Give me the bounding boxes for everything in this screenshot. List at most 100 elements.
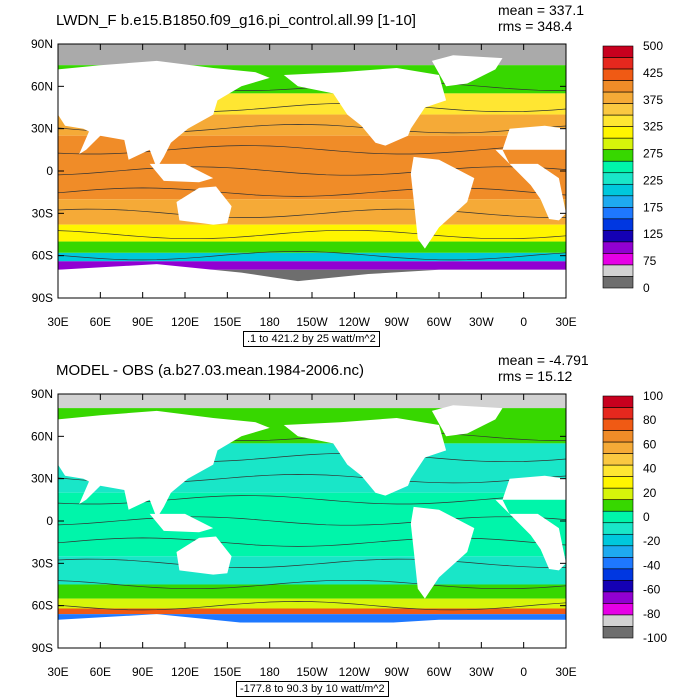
colorbar-swatch (602, 137, 634, 151)
map-plot: 90N 60N 30N 0 30S 60S 90S 30E 60E 90E 120E 150E 180 1… (31, 387, 667, 679)
contour-line (58, 187, 566, 197)
colorbar-swatch (602, 80, 634, 93)
top-map-panel: LWDN_F b.e15.B1850.f09_g16.pi_control.al… (31, 2, 663, 347)
colorbar-swatch (602, 464, 634, 477)
contour-line (58, 601, 566, 611)
rms-label: rms = 348.4 (498, 18, 573, 34)
colorbar-swatch (602, 183, 634, 197)
field-band (58, 252, 566, 262)
colorbar-swatch (602, 453, 634, 466)
colorbar-swatch (602, 276, 634, 289)
colorbar-swatch (602, 407, 634, 420)
x-tick-label: 120E (171, 665, 199, 679)
y-tick-label: 90N (31, 387, 53, 401)
colorbar-label: 325 (643, 120, 663, 134)
y-tick-label: 60S (32, 249, 53, 263)
colorbar-label: -20 (643, 534, 661, 548)
colorbar-label: 500 (643, 39, 663, 53)
colorbar-swatch (602, 614, 634, 627)
x-tick-label: 30E (47, 315, 68, 329)
land-mask (58, 264, 566, 298)
land-mask (176, 536, 232, 575)
x-tick-label: 150E (213, 315, 241, 329)
colorbar-swatch (602, 603, 634, 616)
colorbar-swatch (602, 126, 634, 139)
colorbar-swatch (602, 149, 634, 162)
colorbar-label: 60 (643, 437, 657, 451)
y-tick-label: 30N (31, 472, 53, 486)
colorbar-swatch (602, 441, 634, 454)
contour-line (58, 516, 566, 526)
x-tick-label: 0 (520, 665, 527, 679)
x-tick-label: 30E (555, 665, 576, 679)
colorbar-label: 0 (643, 510, 650, 524)
colorbar-swatch (602, 395, 634, 408)
x-tick-label: 60E (90, 665, 111, 679)
colorbar-label: -80 (643, 607, 661, 621)
land-mask (495, 125, 566, 221)
x-tick-label: 120W (339, 665, 371, 679)
field-band (58, 261, 566, 270)
colorbar-label: 175 (643, 200, 663, 214)
y-tick-label: 90S (32, 291, 53, 305)
y-tick-label: 30S (32, 206, 53, 220)
colorbar-swatch (602, 264, 634, 277)
land-mask (58, 60, 270, 169)
x-tick-label: 90E (132, 665, 153, 679)
colorbar-swatch (602, 522, 634, 535)
rms-label: rms = 15.12 (498, 368, 573, 384)
x-tick-label: 30W (469, 315, 494, 329)
colorbar-swatch (602, 533, 634, 547)
x-tick-label: 180 (260, 315, 280, 329)
colorbar-swatch (602, 430, 634, 443)
colorbar-label: 20 (643, 486, 657, 500)
colorbar-swatch (602, 545, 634, 558)
colorbar-swatch (602, 230, 634, 243)
contour-line (58, 558, 566, 568)
colorbar-swatch (602, 172, 634, 185)
x-tick-label: 60W (427, 315, 452, 329)
colorbar-swatch (602, 195, 634, 208)
x-tick-label: 150E (213, 665, 241, 679)
land-mask (410, 506, 475, 599)
y-tick-label: 30N (31, 122, 53, 136)
colorbar-label: 225 (643, 173, 663, 187)
colorbar-swatch (602, 114, 634, 127)
x-tick-label: 90W (384, 315, 409, 329)
chart-title: MODEL - OBS (a.b27.03.mean.1984-2006.nc) (56, 362, 364, 379)
x-tick-label: 30E (47, 665, 68, 679)
colorbar-swatch (602, 218, 634, 231)
land-mask (431, 55, 503, 87)
x-tick-label: 60W (427, 665, 452, 679)
colorbar-swatch (602, 160, 634, 174)
field-band (58, 614, 566, 623)
contour-range-label: .1 to 421.2 by 25 watt/m^2 (243, 331, 380, 347)
x-tick-label: 0 (520, 315, 527, 329)
y-tick-label: 30S (32, 556, 53, 570)
colorbar-label: -40 (643, 558, 661, 572)
field-band (58, 608, 566, 615)
chart-title: LWDN_F b.e15.B1850.f09_g16.pi_control.al… (56, 12, 416, 29)
contour-line (58, 229, 566, 240)
colorbar-swatch (602, 45, 634, 58)
contour-line (58, 208, 566, 218)
land-mask (149, 163, 214, 183)
colorbar-label: -100 (643, 631, 667, 645)
field-band (58, 584, 566, 599)
colorbar-label: 275 (643, 147, 663, 161)
colorbar-label: -60 (643, 583, 661, 597)
colorbar-swatch (602, 510, 634, 524)
colorbar-label: 80 (643, 413, 657, 427)
colorbar-swatch (602, 253, 634, 266)
land-mask (58, 614, 566, 648)
colorbar-swatch (602, 557, 634, 570)
colorbar-label: 375 (643, 93, 663, 107)
mean-label: mean = -4.791 (498, 352, 589, 368)
field-band (58, 199, 566, 225)
y-tick-label: 60S (32, 599, 53, 613)
y-tick-label: 0 (46, 164, 53, 178)
x-tick-label: 90W (384, 665, 409, 679)
y-tick-label: 90N (31, 37, 53, 51)
colorbar-swatch (602, 418, 634, 431)
x-tick-label: 180 (260, 665, 280, 679)
